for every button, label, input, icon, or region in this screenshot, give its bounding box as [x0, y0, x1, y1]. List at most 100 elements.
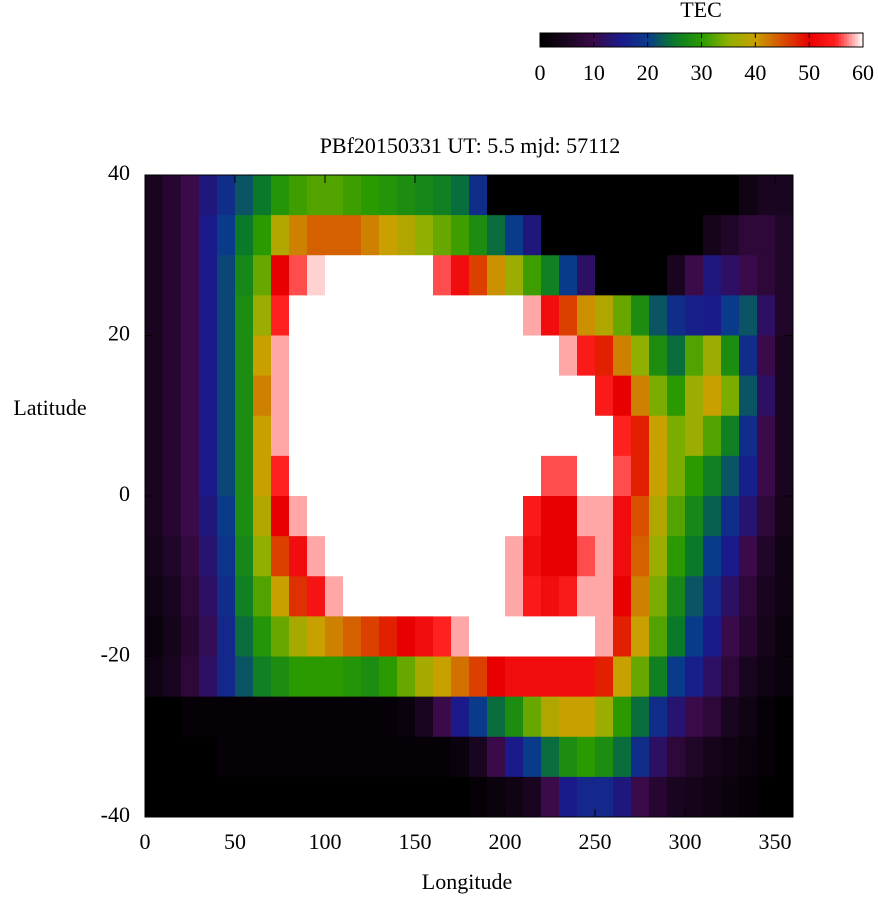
colorbar-segment — [618, 33, 622, 47]
heatmap-cell — [631, 295, 650, 336]
heatmap-cell — [577, 656, 596, 698]
colorbar-segment — [604, 33, 608, 47]
heatmap-cell — [757, 576, 776, 617]
heatmap-cell — [595, 375, 614, 417]
colorbar-segment — [556, 33, 560, 47]
heatmap-cell — [271, 776, 290, 818]
colorbar-segment — [601, 33, 606, 47]
heatmap-cell — [685, 175, 704, 216]
heatmap-cell — [217, 776, 236, 818]
heatmap-cell — [505, 175, 524, 216]
heatmap-cell — [595, 215, 614, 256]
heatmap-cell — [325, 616, 344, 657]
heatmap-cell — [523, 175, 542, 216]
heatmap-cell — [379, 255, 398, 296]
heatmap-cell — [235, 375, 254, 417]
heatmap-cell — [487, 576, 506, 617]
heatmap-cell — [559, 335, 578, 377]
heatmap-cell — [145, 215, 164, 256]
heatmap-cell — [235, 255, 254, 296]
heatmap-cell — [775, 415, 794, 457]
heatmap-cell — [271, 255, 290, 296]
heatmap-cell — [739, 496, 758, 537]
heatmap-cell — [217, 375, 236, 417]
heatmap-cell — [325, 215, 344, 256]
colorbar-tick-label: 20 — [637, 60, 659, 85]
heatmap-cell — [595, 776, 614, 818]
heatmap-cell — [235, 616, 254, 657]
heatmap-cell — [253, 536, 272, 577]
heatmap-cell — [325, 536, 344, 577]
heatmap-cell — [163, 776, 182, 818]
heatmap-cell — [163, 576, 182, 617]
heatmap-cell — [253, 776, 272, 818]
heatmap-cell — [235, 776, 254, 818]
heatmap-cell — [469, 736, 488, 778]
x-tick-label: 0 — [140, 829, 151, 854]
heatmap-cell — [433, 736, 452, 778]
colorbar-segment — [564, 33, 568, 47]
heatmap-cell — [235, 295, 254, 336]
heatmap-cell — [145, 335, 164, 377]
heatmap-cell — [523, 295, 542, 336]
heatmap-cell — [289, 776, 308, 818]
colorbar-segment — [607, 33, 611, 47]
x-axis-label: Longitude — [422, 869, 512, 894]
heatmap-cell — [667, 576, 686, 617]
colorbar-segment — [784, 33, 789, 47]
heatmap-cell — [217, 415, 236, 457]
heatmap-cell — [451, 536, 470, 577]
heatmap-cell — [433, 295, 452, 336]
heatmap-cell — [649, 295, 668, 336]
colorbar-segment — [548, 33, 552, 47]
heatmap-cell — [217, 576, 236, 617]
heatmap-cell — [559, 576, 578, 617]
heatmap-cell — [361, 255, 380, 296]
colorbar-segment — [720, 33, 724, 47]
heatmap-cell — [289, 576, 308, 617]
heatmap-cell — [757, 536, 776, 577]
colorbar-segment — [725, 33, 729, 47]
heatmap-cell — [541, 536, 560, 577]
heatmap-cell — [541, 696, 560, 738]
heatmap-cell — [703, 496, 722, 537]
heatmap-cell — [721, 776, 740, 818]
heatmap-cell — [325, 576, 344, 617]
heatmap-cell — [613, 736, 632, 778]
heatmap-cell — [703, 335, 722, 377]
heatmap-cell — [397, 175, 416, 216]
heatmap-cell — [253, 656, 272, 698]
heatmap-cell — [181, 335, 200, 377]
heatmap-cell — [451, 776, 470, 818]
heatmap-cell — [577, 496, 596, 537]
y-axis-label: Latitude — [13, 395, 86, 420]
heatmap-cell — [307, 496, 326, 537]
heatmap-cell — [775, 375, 794, 417]
heatmap-cell — [469, 616, 488, 657]
heatmap-cell — [451, 295, 470, 336]
heatmap-cell — [181, 175, 200, 216]
heatmap-cell — [703, 576, 722, 617]
heatmap-cell — [721, 415, 740, 457]
heatmap-cell — [649, 496, 668, 537]
heatmap-cell — [613, 776, 632, 818]
heatmap-cell — [541, 415, 560, 457]
colorbar-segment — [760, 33, 764, 47]
colorbar-segment — [830, 33, 834, 47]
heatmap-cell — [253, 255, 272, 296]
heatmap-cell — [163, 696, 182, 738]
colorbar-segment — [623, 33, 627, 47]
heatmap-cell — [739, 576, 758, 617]
heatmap-cell — [253, 736, 272, 778]
heatmap-cell — [307, 656, 326, 698]
heatmap-cell — [253, 576, 272, 617]
heatmap-cell — [577, 415, 596, 457]
heatmap-cell — [613, 576, 632, 617]
heatmap-cell — [487, 736, 506, 778]
heatmap-cell — [739, 696, 758, 738]
heatmap-cell — [631, 696, 650, 738]
x-tick-label: 300 — [669, 829, 702, 854]
heatmap-cell — [163, 736, 182, 778]
heatmap-cell — [667, 455, 686, 497]
heatmap-cell — [739, 616, 758, 657]
